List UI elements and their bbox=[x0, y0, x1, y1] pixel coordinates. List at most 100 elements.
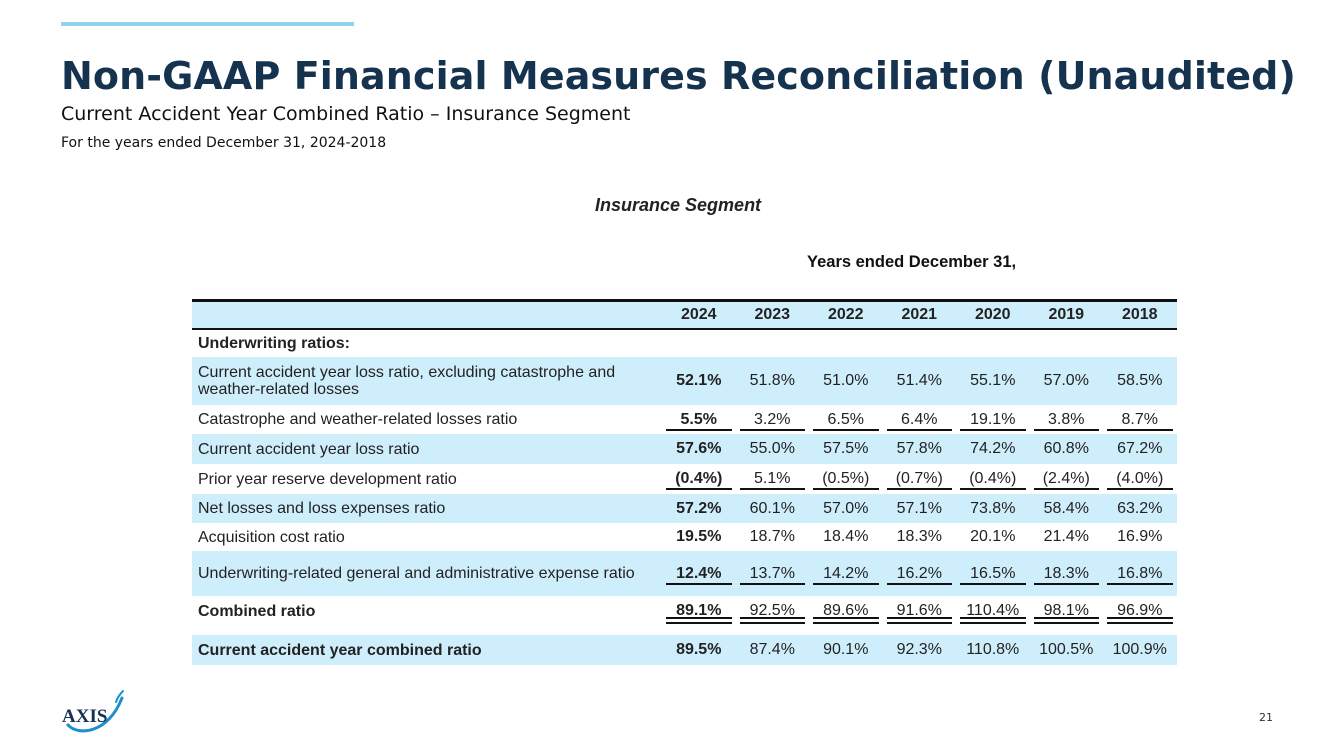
row-label: Underwriting-related general and adminis… bbox=[198, 565, 635, 582]
value-cell: (4.0%) bbox=[1103, 470, 1177, 490]
table-row: Current accident year loss ratio 57.6% 5… bbox=[192, 434, 1177, 464]
value-cell: (0.4%) bbox=[662, 470, 736, 490]
row-label: Current accident year loss ratio, exclud… bbox=[198, 364, 616, 398]
table-row: Underwriting-related general and adminis… bbox=[192, 551, 1177, 596]
table-row: Acquisition cost ratio 19.5% 18.7% 18.4%… bbox=[192, 523, 1177, 551]
value-cell: 21.4% bbox=[1043, 528, 1089, 545]
value-cell: (0.4%) bbox=[956, 470, 1030, 490]
value-cell: 6.4% bbox=[883, 411, 957, 431]
period-note: For the years ended December 31, 2024-20… bbox=[61, 135, 387, 151]
year-header: 2024 bbox=[680, 306, 717, 323]
value-cell: 60.8% bbox=[1043, 440, 1089, 457]
value-cell: 58.5% bbox=[1117, 372, 1163, 389]
table-row: Combined ratio 89.1% 92.5% 89.6% 91.6% 1… bbox=[192, 596, 1177, 626]
row-label: Combined ratio bbox=[198, 602, 316, 620]
value-cell: 110.4% bbox=[956, 602, 1030, 624]
accent-bar bbox=[61, 22, 354, 26]
value-cell: 57.0% bbox=[823, 499, 869, 517]
value-cell: 8.7% bbox=[1103, 411, 1177, 431]
value-cell: 18.7% bbox=[749, 528, 795, 545]
value-cell: 92.5% bbox=[736, 602, 810, 624]
value-cell: 18.3% bbox=[896, 528, 942, 545]
value-cell: 63.2% bbox=[1117, 499, 1163, 517]
value-cell: 57.0% bbox=[1043, 372, 1089, 389]
value-cell: 89.5% bbox=[676, 641, 722, 658]
value-cell: 18.3% bbox=[1030, 565, 1104, 585]
ratios-table: 2024 2023 2022 2021 2020 2019 2018 Under… bbox=[192, 299, 1177, 665]
value-cell: 96.9% bbox=[1103, 602, 1177, 624]
value-cell: 73.8% bbox=[970, 499, 1016, 517]
table-row: Current accident year loss ratio, exclud… bbox=[192, 357, 1177, 405]
value-cell: 16.5% bbox=[956, 565, 1030, 585]
years-heading: Years ended December 31, bbox=[807, 253, 1017, 271]
value-cell: 3.8% bbox=[1030, 411, 1104, 431]
value-cell: 67.2% bbox=[1117, 440, 1163, 457]
value-cell: 92.3% bbox=[896, 641, 942, 658]
year-header: 2018 bbox=[1121, 306, 1158, 323]
value-cell: 19.1% bbox=[956, 411, 1030, 431]
section-label: Underwriting ratios: bbox=[198, 335, 351, 352]
row-label: Current accident year combined ratio bbox=[198, 641, 482, 659]
value-cell: 91.6% bbox=[883, 602, 957, 624]
page-title: Non-GAAP Financial Measures Reconciliati… bbox=[61, 54, 1296, 98]
value-cell: 6.5% bbox=[809, 411, 883, 431]
table-row: Net losses and loss expenses ratio 57.2%… bbox=[192, 494, 1177, 523]
axis-logo: AXIS bbox=[62, 690, 124, 733]
page-number: 21 bbox=[1259, 711, 1273, 724]
value-cell: (0.5%) bbox=[809, 470, 883, 490]
value-cell: 16.2% bbox=[883, 565, 957, 585]
value-cell: 51.4% bbox=[896, 372, 942, 389]
table-header-row: 2024 2023 2022 2021 2020 2019 2018 bbox=[192, 299, 1177, 330]
value-cell: 57.8% bbox=[896, 440, 942, 457]
row-label: Catastrophe and weather-related losses r… bbox=[198, 411, 518, 428]
value-cell: 3.2% bbox=[736, 411, 810, 431]
row-spacer bbox=[192, 626, 1177, 635]
page-subtitle: Current Accident Year Combined Ratio – I… bbox=[61, 103, 631, 125]
year-header: 2022 bbox=[827, 306, 864, 323]
value-cell: 89.6% bbox=[809, 602, 883, 624]
value-cell: (2.4%) bbox=[1030, 470, 1104, 490]
value-cell: 20.1% bbox=[970, 528, 1016, 545]
row-label: Current accident year loss ratio bbox=[198, 440, 420, 458]
value-cell: 55.1% bbox=[970, 372, 1016, 389]
value-cell: 5.1% bbox=[736, 470, 810, 490]
value-cell: 60.1% bbox=[749, 499, 795, 517]
value-cell: 100.9% bbox=[1112, 641, 1167, 658]
value-cell: 57.2% bbox=[676, 499, 722, 517]
value-cell: 52.1% bbox=[676, 372, 722, 389]
segment-title: Insurance Segment bbox=[595, 195, 762, 215]
value-cell: 74.2% bbox=[970, 440, 1016, 457]
value-cell: 51.0% bbox=[823, 372, 869, 389]
table-row: Current accident year combined ratio 89.… bbox=[192, 635, 1177, 665]
value-cell: 87.4% bbox=[749, 641, 795, 658]
value-cell: 57.1% bbox=[896, 499, 942, 517]
value-cell: 16.8% bbox=[1103, 565, 1177, 585]
value-cell: 110.8% bbox=[966, 641, 1020, 658]
row-label: Prior year reserve development ratio bbox=[198, 470, 457, 488]
svg-text:AXIS: AXIS bbox=[62, 706, 107, 727]
year-header: 2021 bbox=[901, 306, 938, 323]
value-cell: 5.5% bbox=[662, 411, 736, 431]
year-header: 2020 bbox=[974, 306, 1011, 323]
value-cell: 57.5% bbox=[823, 440, 869, 457]
year-header: 2019 bbox=[1048, 306, 1085, 323]
value-cell: (0.7%) bbox=[883, 470, 957, 490]
table-row: Catastrophe and weather-related losses r… bbox=[192, 405, 1177, 434]
value-cell: 90.1% bbox=[823, 641, 869, 658]
value-cell: 98.1% bbox=[1030, 602, 1104, 624]
section-header-row: Underwriting ratios: bbox=[192, 330, 1177, 357]
row-label: Acquisition cost ratio bbox=[198, 528, 345, 546]
value-cell: 19.5% bbox=[676, 528, 722, 545]
value-cell: 100.5% bbox=[1039, 641, 1094, 658]
row-label: Net losses and loss expenses ratio bbox=[198, 500, 446, 517]
value-cell: 13.7% bbox=[736, 565, 810, 585]
value-cell: 57.6% bbox=[676, 440, 722, 457]
value-cell: 89.1% bbox=[662, 602, 736, 624]
value-cell: 55.0% bbox=[749, 440, 795, 457]
value-cell: 14.2% bbox=[809, 565, 883, 585]
value-cell: 58.4% bbox=[1043, 499, 1089, 517]
table-row: Prior year reserve development ratio (0.… bbox=[192, 464, 1177, 494]
year-header: 2023 bbox=[754, 306, 791, 323]
value-cell: 51.8% bbox=[749, 372, 795, 389]
value-cell: 12.4% bbox=[662, 565, 736, 585]
